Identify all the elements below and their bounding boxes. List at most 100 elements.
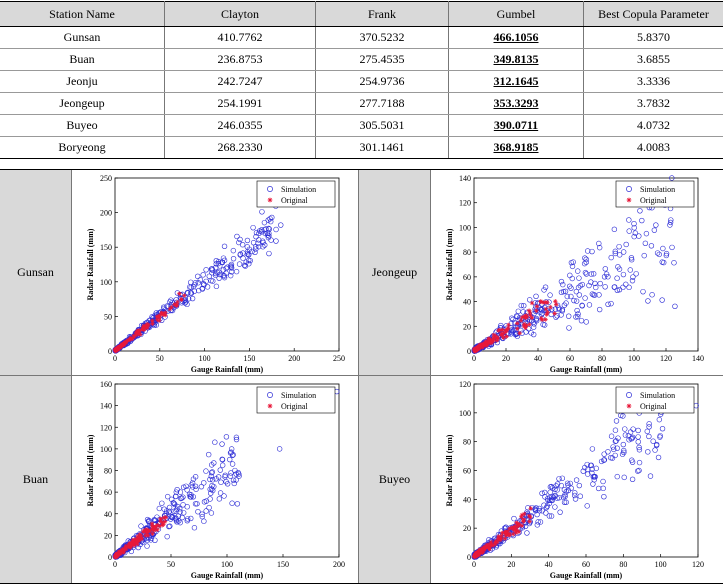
original-point	[150, 321, 155, 326]
table-cell-best: 353.3293	[448, 92, 584, 115]
simulation-point	[527, 297, 533, 303]
original-point	[143, 533, 148, 538]
simulation-point	[637, 208, 643, 214]
original-point	[475, 344, 480, 350]
simulation-point	[536, 508, 543, 514]
simulation-point	[548, 311, 554, 318]
simulation-point	[659, 297, 665, 303]
simulation-point	[616, 243, 622, 250]
simulation-point	[596, 244, 603, 251]
simulation-point	[198, 483, 205, 490]
x-tick-label: 200	[333, 560, 345, 569]
simulation-point	[256, 243, 262, 250]
original-point	[155, 522, 160, 528]
simulation-point	[636, 459, 643, 466]
simulation-point	[208, 470, 215, 476]
original-point	[134, 330, 139, 335]
simulation-point	[533, 293, 539, 300]
original-point	[501, 335, 506, 340]
simulation-point	[582, 255, 588, 261]
table-header-row: Station Name Clayton Frank Gumbel Best C…	[0, 1, 723, 27]
original-point	[486, 340, 491, 345]
original-point	[484, 343, 489, 348]
simulation-point	[619, 451, 626, 457]
simulation-point	[213, 258, 219, 264]
y-tick-label: 250	[100, 174, 112, 183]
original-point	[509, 525, 514, 530]
original-point	[543, 306, 549, 312]
simulation-point	[640, 288, 646, 295]
simulation-point	[561, 499, 568, 505]
simulation-point	[549, 493, 555, 500]
simulation-point	[630, 426, 636, 432]
original-point	[480, 545, 486, 551]
simulation-point	[180, 484, 187, 490]
simulation-point	[210, 278, 216, 284]
station-label-jeongeup: Jeongeup	[359, 170, 430, 375]
simulation-point	[240, 255, 246, 261]
simulation-point	[218, 479, 224, 485]
simulation-point	[500, 335, 506, 342]
simulation-point	[588, 279, 594, 285]
simulation-point	[219, 259, 226, 266]
simulation-point	[222, 472, 228, 479]
original-point	[134, 332, 139, 338]
original-point	[141, 323, 147, 329]
original-point	[474, 551, 479, 556]
original-point	[529, 300, 535, 306]
simulation-point	[192, 483, 199, 490]
table-cell: Jeongeup	[0, 92, 165, 115]
original-point	[127, 337, 132, 342]
original-point	[503, 532, 509, 538]
simulation-point	[548, 513, 555, 519]
y-tick-label: 50	[104, 312, 112, 321]
simulation-point	[537, 519, 544, 525]
simulation-point	[584, 248, 591, 254]
original-point	[511, 527, 516, 532]
simulation-point	[273, 226, 279, 233]
simulation-point	[230, 477, 237, 483]
simulation-point	[649, 292, 655, 298]
simulation-point	[212, 439, 218, 445]
scatter-plot-gunsan: 0 50 100 150 200 250 0 50 100 150 200 250 Gauge Rain…	[86, 174, 345, 374]
original-point	[118, 550, 124, 555]
simulation-point	[207, 486, 213, 492]
simulation-point	[616, 266, 623, 272]
simulation-point	[233, 434, 240, 441]
simulation-point	[200, 272, 206, 278]
simulation-point	[190, 494, 196, 500]
x-tick-label: 0	[472, 560, 476, 569]
copula-comparison-table: Station Name Clayton Frank Gumbel Best C…	[0, 1, 723, 159]
simulation-point	[602, 284, 608, 290]
simulation-point	[614, 445, 620, 451]
original-point	[136, 331, 141, 336]
x-tick-label: 60	[582, 560, 590, 569]
table-cell-best: 466.1056	[448, 26, 584, 49]
y-tick-label: 100	[459, 409, 471, 418]
simulation-point	[219, 441, 225, 447]
simulation-point	[227, 450, 234, 456]
simulation-point	[597, 280, 603, 287]
simulation-point	[615, 435, 621, 441]
simulation-point	[524, 318, 530, 324]
original-point	[177, 291, 182, 296]
x-axis-label: Gauge Rainfall (mm)	[550, 571, 623, 580]
original-point	[521, 323, 527, 329]
simulation-point	[645, 449, 651, 455]
y-tick-label: 100	[100, 278, 112, 287]
original-point	[113, 348, 118, 353]
original-point	[496, 328, 501, 333]
y-tick-label: 0	[467, 347, 471, 356]
station-label-buan: Buan	[0, 376, 71, 583]
simulation-point	[208, 266, 215, 272]
original-point	[538, 299, 544, 304]
original-point	[510, 531, 516, 537]
simulation-point	[566, 283, 573, 290]
original-point	[150, 318, 155, 323]
simulation-point	[564, 293, 570, 300]
original-point	[114, 552, 119, 557]
original-point	[154, 314, 160, 319]
original-point	[500, 332, 505, 338]
simulation-point	[228, 265, 235, 271]
table-cell: Boryeong	[0, 136, 165, 159]
